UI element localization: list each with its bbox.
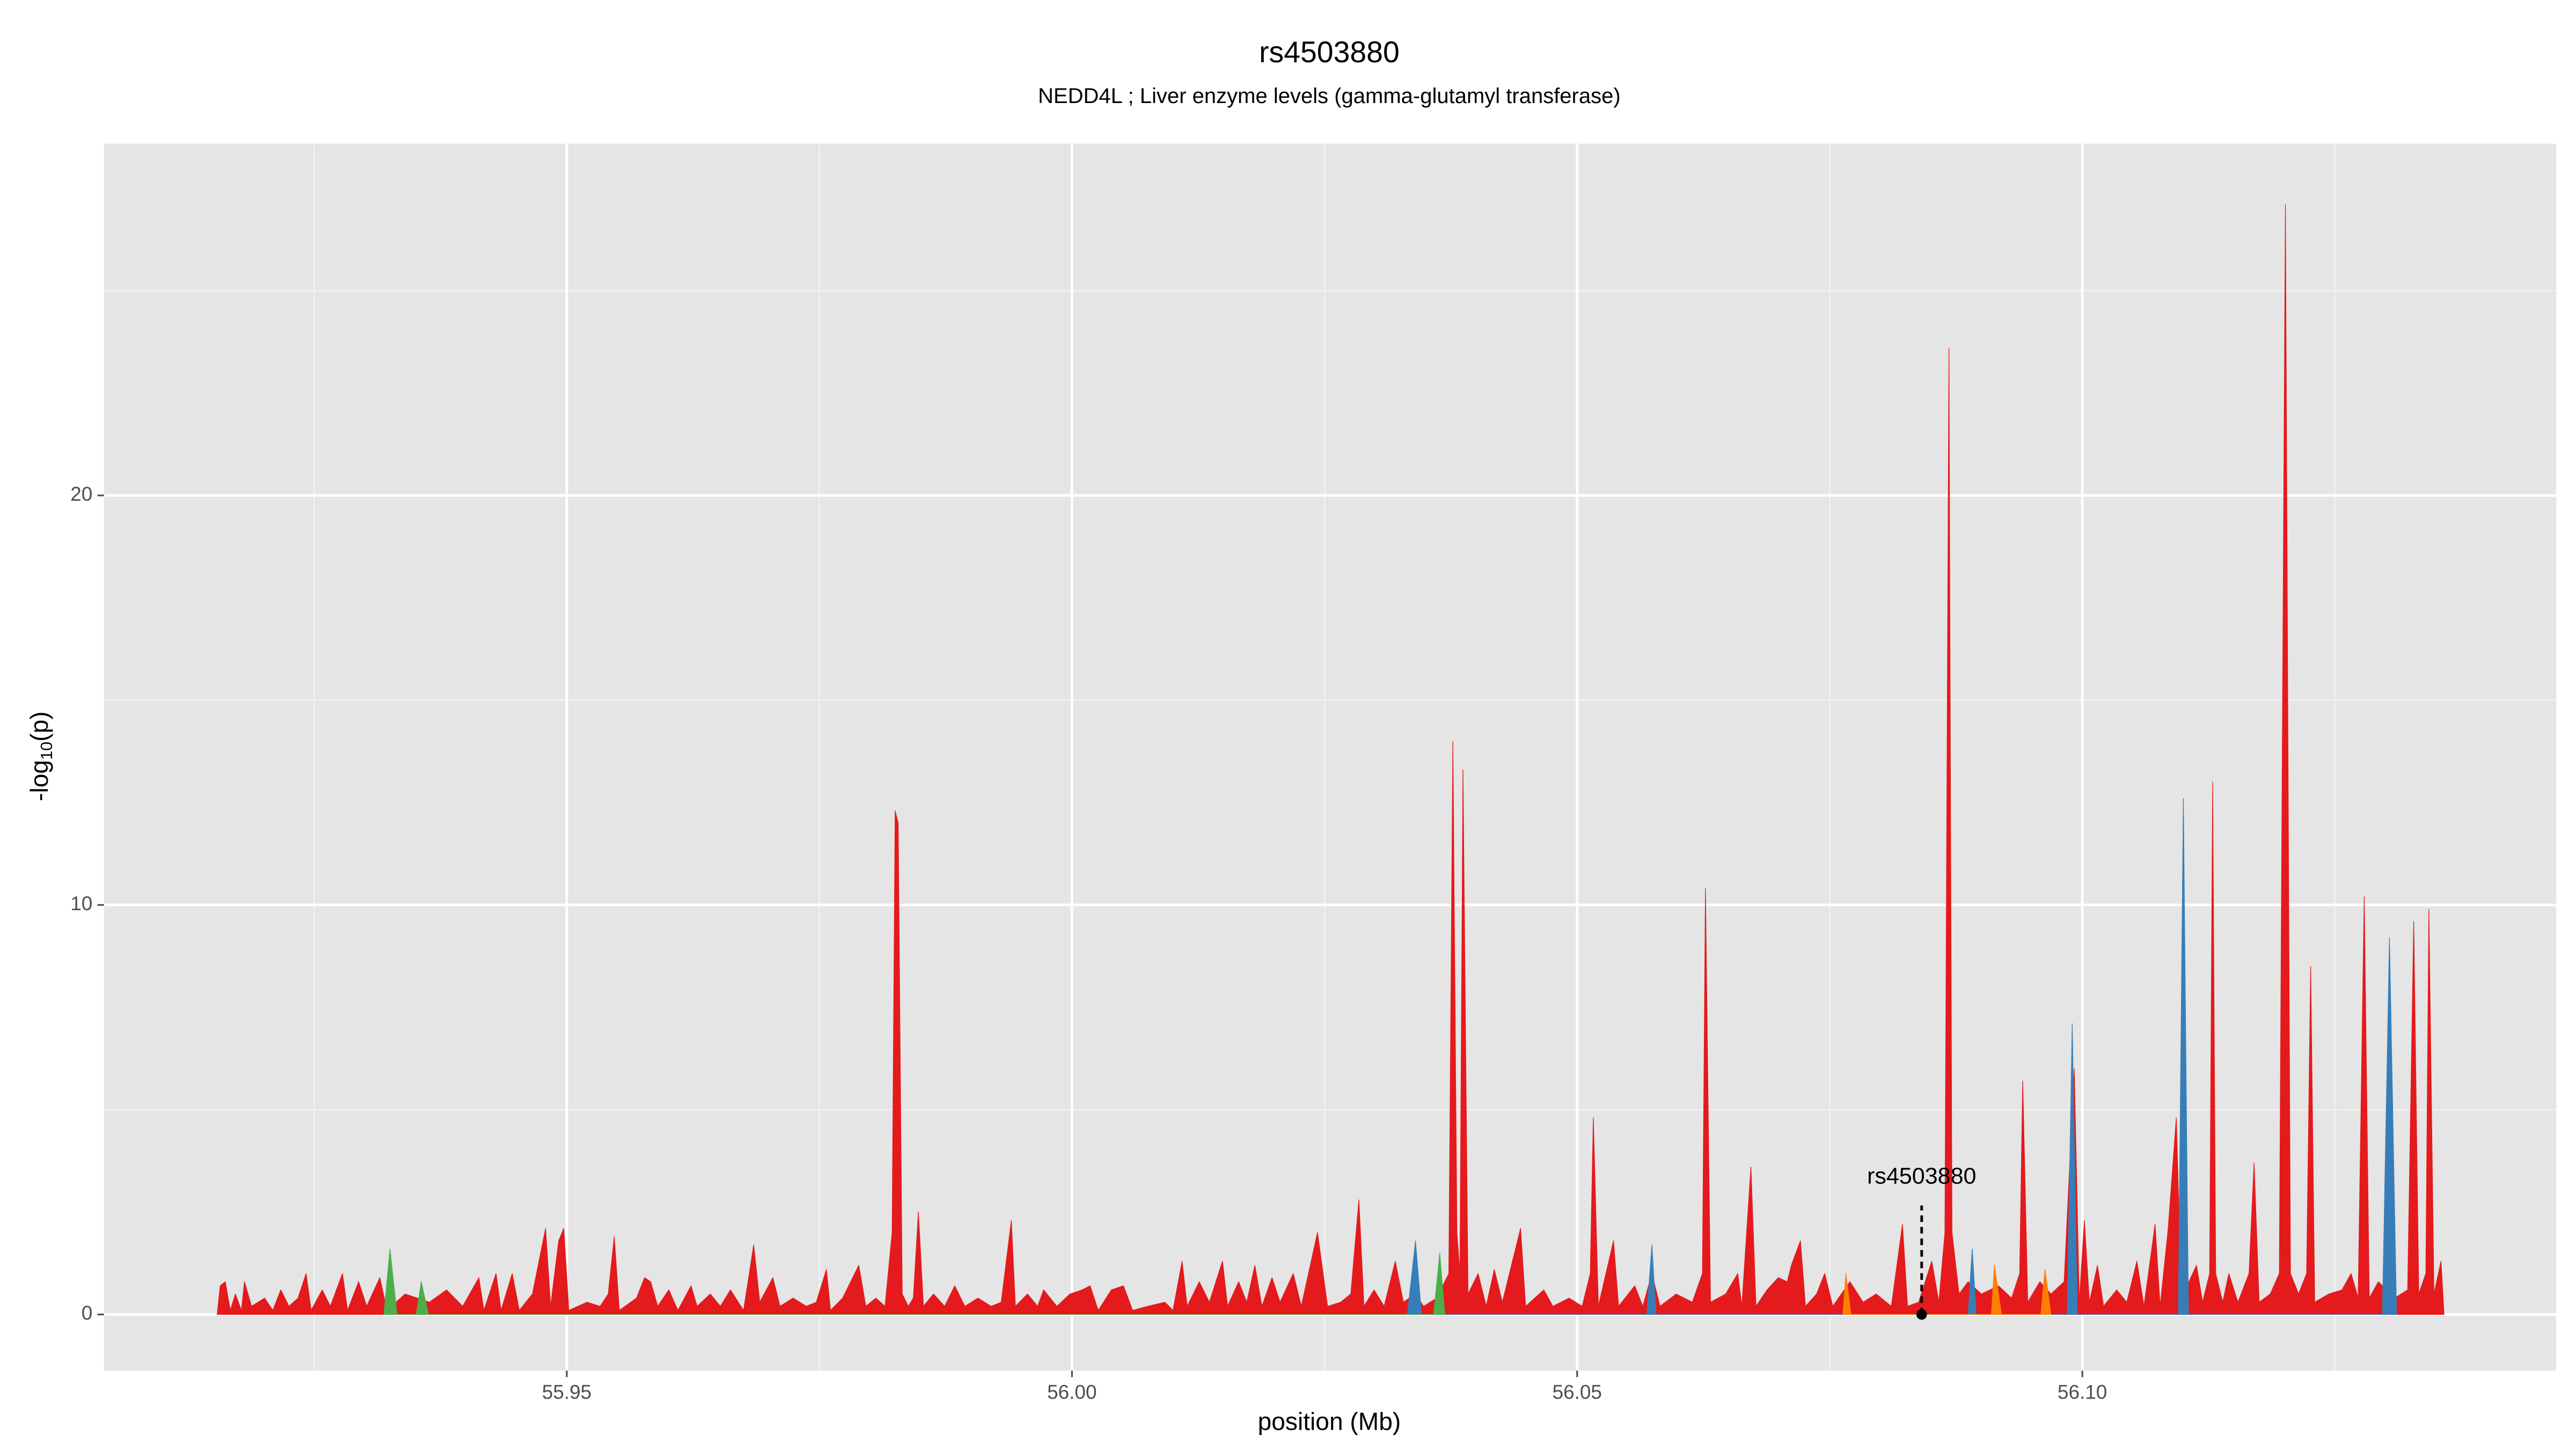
x-axis-label: position (Mb) <box>1258 1407 1401 1435</box>
y-axis-label-part: (p) <box>25 711 53 741</box>
chart-subtitle: NEDD4L ; Liver enzyme levels (gamma-glut… <box>1038 84 1621 108</box>
area <box>1842 1265 2052 1315</box>
x-tick-label: 56.10 <box>2058 1381 2107 1403</box>
area <box>217 204 2445 1315</box>
chart-title: rs4503880 <box>1259 35 1400 69</box>
area <box>1407 798 2397 1315</box>
x-tick-label: 56.00 <box>1047 1381 1096 1403</box>
y-tick-label: 20 <box>70 483 92 505</box>
annotation-point <box>1916 1309 1927 1320</box>
y-tick-label: 0 <box>82 1302 93 1324</box>
y-axis-label-part: -log <box>25 760 53 801</box>
y-axis-label: -log10(p) <box>25 711 56 801</box>
x-tick-label: 55.95 <box>542 1381 591 1403</box>
y-axis-label-subscript: 10 <box>37 742 56 760</box>
plot-panel <box>104 143 2557 1371</box>
annotation-label: rs4503880 <box>1867 1163 1977 1189</box>
area <box>383 1248 1445 1315</box>
y-tick-label: 10 <box>70 892 92 914</box>
x-tick-label: 56.05 <box>1553 1381 1602 1403</box>
